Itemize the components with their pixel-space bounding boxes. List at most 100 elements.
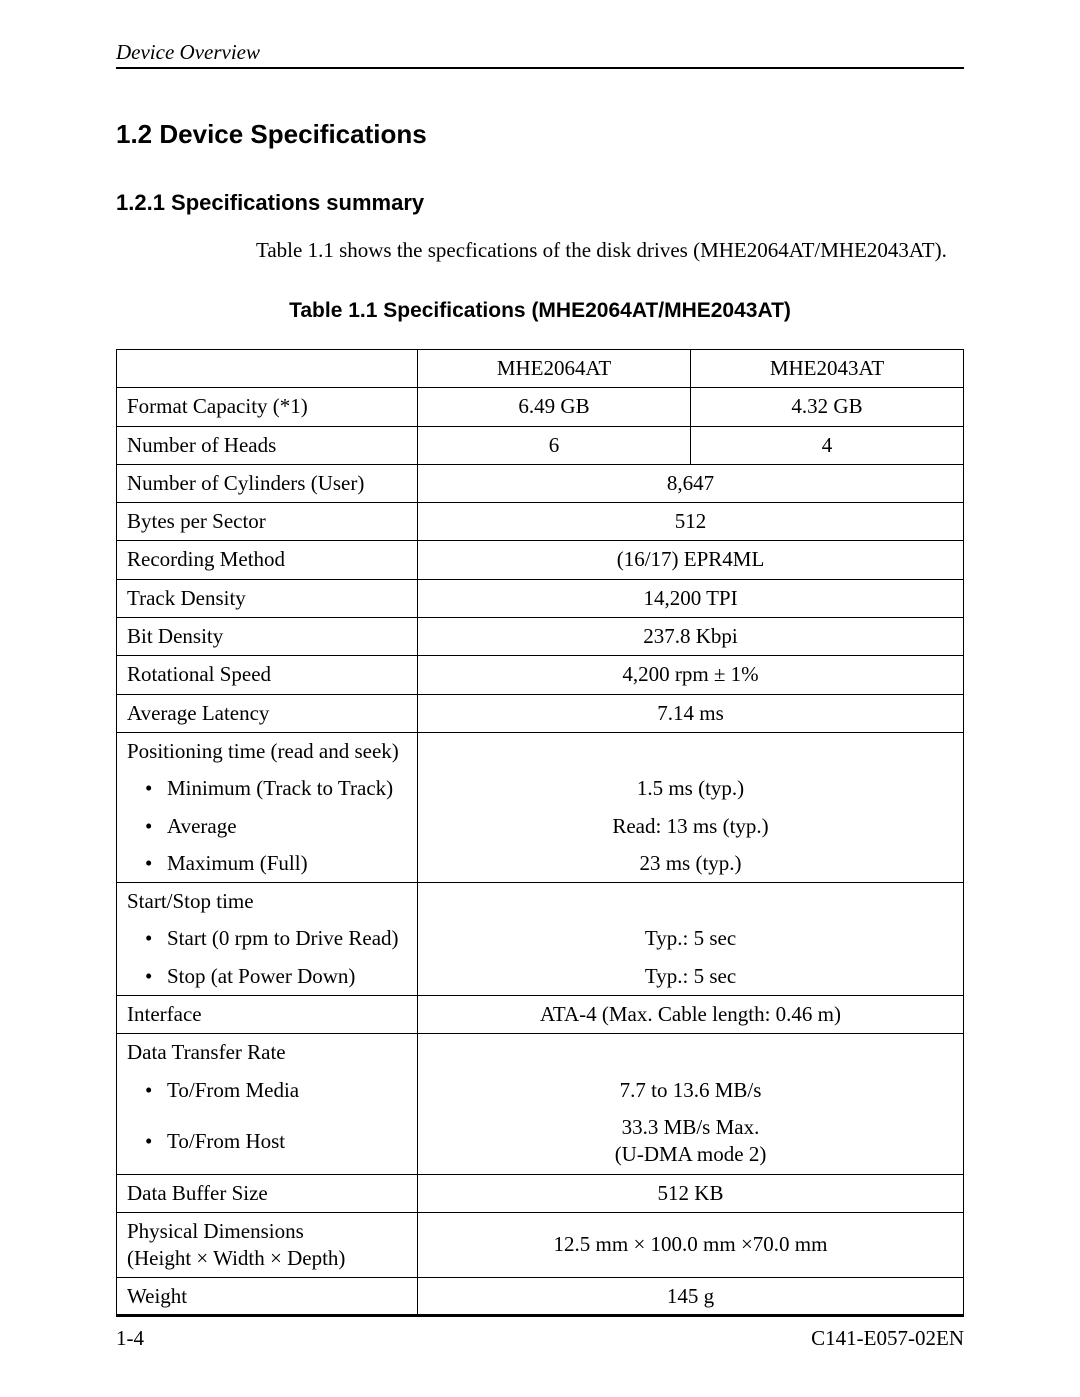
subsection-heading: 1.2.1 Specifications summary: [116, 190, 964, 216]
table-row: Track Density 14,200 TPI: [117, 579, 964, 617]
col-header-blank: [117, 350, 418, 388]
bullet-icon: •: [145, 775, 167, 802]
doc-id: C141-E057-02EN: [811, 1326, 964, 1351]
table-row: •Maximum (Full) 23 ms (typ.): [117, 845, 964, 883]
bottom-rule: [116, 1314, 964, 1316]
table-row: Format Capacity (*1) 6.49 GB 4.32 GB: [117, 388, 964, 426]
cell-value: 8,647: [418, 464, 964, 502]
row-label: •Minimum (Track to Track): [117, 770, 418, 807]
spec-table: MHE2064AT MHE2043AT Format Capacity (*1)…: [116, 349, 964, 1317]
table-header-row: MHE2064AT MHE2043AT: [117, 350, 964, 388]
table-row: Weight 145 g: [117, 1278, 964, 1316]
page-number: 1-4: [116, 1326, 144, 1351]
row-label: •Start (0 rpm to Drive Read): [117, 920, 418, 957]
row-label: Start/Stop time: [117, 883, 418, 921]
row-sublabel: To/From Host: [167, 1128, 285, 1155]
table-row: •Average Read: 13 ms (typ.): [117, 808, 964, 845]
table-row: Positioning time (read and seek): [117, 732, 964, 770]
row-sublabel: Start (0 rpm to Drive Read): [167, 925, 399, 952]
table-row: Average Latency 7.14 ms: [117, 694, 964, 732]
row-sublabel: Maximum (Full): [167, 850, 308, 877]
table-row: Data Transfer Rate: [117, 1034, 964, 1072]
row-label: Physical Dimensions (Height × Width × De…: [117, 1212, 418, 1278]
table-row: Number of Cylinders (User) 8,647: [117, 464, 964, 502]
table-row: Bytes per Sector 512: [117, 503, 964, 541]
cell-value: 12.5 mm × 100.0 mm ×70.0 mm: [418, 1212, 964, 1278]
row-label: •Stop (at Power Down): [117, 958, 418, 996]
cell-value: Typ.: 5 sec: [418, 958, 964, 996]
table-row: •Start (0 rpm to Drive Read) Typ.: 5 sec: [117, 920, 964, 957]
cell-value: 33.3 MB/s Max. (U-DMA mode 2): [418, 1109, 964, 1174]
bullet-icon: •: [145, 1128, 167, 1155]
cell-value: 4.32 GB: [691, 388, 964, 426]
top-rule: [116, 67, 964, 69]
intro-paragraph: Table 1.1 shows the specfications of the…: [116, 238, 964, 263]
row-label: •To/From Host: [117, 1109, 418, 1174]
row-label: Weight: [117, 1278, 418, 1316]
row-label: Data Transfer Rate: [117, 1034, 418, 1072]
col-header-model-b: MHE2043AT: [691, 350, 964, 388]
row-label: Average Latency: [117, 694, 418, 732]
row-sublabel: Stop (at Power Down): [167, 963, 355, 990]
row-label: •Average: [117, 808, 418, 845]
cell-value: [418, 1034, 964, 1072]
row-label: •Maximum (Full): [117, 845, 418, 883]
table-row: •Stop (at Power Down) Typ.: 5 sec: [117, 958, 964, 996]
row-label: Data Buffer Size: [117, 1174, 418, 1212]
bullet-icon: •: [145, 1077, 167, 1104]
bullet-icon: •: [145, 963, 167, 990]
row-sublabel: To/From Media: [167, 1077, 299, 1104]
cell-value: 6: [418, 426, 691, 464]
table-row: Start/Stop time: [117, 883, 964, 921]
cell-value: Typ.: 5 sec: [418, 920, 964, 957]
cell-value: 7.14 ms: [418, 694, 964, 732]
row-label: Recording Method: [117, 541, 418, 579]
table-row: •To/From Host 33.3 MB/s Max. (U-DMA mode…: [117, 1109, 964, 1174]
cell-value: [418, 732, 964, 770]
cell-value: 512 KB: [418, 1174, 964, 1212]
table-row: Interface ATA-4 (Max. Cable length: 0.46…: [117, 996, 964, 1034]
row-label: Positioning time (read and seek): [117, 732, 418, 770]
row-label: Track Density: [117, 579, 418, 617]
row-label: Format Capacity (*1): [117, 388, 418, 426]
row-label: Bytes per Sector: [117, 503, 418, 541]
cell-value: 145 g: [418, 1278, 964, 1316]
row-label: Number of Cylinders (User): [117, 464, 418, 502]
row-label: •To/From Media: [117, 1072, 418, 1109]
col-header-model-a: MHE2064AT: [418, 350, 691, 388]
table-row: Rotational Speed 4,200 rpm ± 1%: [117, 656, 964, 694]
table-row: Number of Heads 6 4: [117, 426, 964, 464]
section-heading: 1.2 Device Specifications: [116, 119, 964, 150]
row-sublabel: Minimum (Track to Track): [167, 775, 393, 802]
cell-value: (16/17) EPR4ML: [418, 541, 964, 579]
cell-value: ATA-4 (Max. Cable length: 0.46 m): [418, 996, 964, 1034]
cell-value: 512: [418, 503, 964, 541]
cell-value: 7.7 to 13.6 MB/s: [418, 1072, 964, 1109]
cell-value: 237.8 Kbpi: [418, 618, 964, 656]
table-caption: Table 1.1 Specifications (MHE2064AT/MHE2…: [116, 299, 964, 323]
row-sublabel: Average: [167, 813, 237, 840]
cell-value: Read: 13 ms (typ.): [418, 808, 964, 845]
cell-value: [418, 883, 964, 921]
bullet-icon: •: [145, 850, 167, 877]
cell-value: 23 ms (typ.): [418, 845, 964, 883]
row-label: Bit Density: [117, 618, 418, 656]
row-label: Interface: [117, 996, 418, 1034]
cell-value: 4: [691, 426, 964, 464]
table-row: Physical Dimensions (Height × Width × De…: [117, 1212, 964, 1278]
row-label: Rotational Speed: [117, 656, 418, 694]
bullet-icon: •: [145, 925, 167, 952]
table-row: •To/From Media 7.7 to 13.6 MB/s: [117, 1072, 964, 1109]
table-row: Bit Density 237.8 Kbpi: [117, 618, 964, 656]
row-label: Number of Heads: [117, 426, 418, 464]
bullet-icon: •: [145, 813, 167, 840]
running-header: Device Overview: [116, 40, 964, 65]
table-row: •Minimum (Track to Track) 1.5 ms (typ.): [117, 770, 964, 807]
page-footer: 1-4 C141-E057-02EN: [116, 1314, 964, 1351]
table-row: Recording Method (16/17) EPR4ML: [117, 541, 964, 579]
cell-value: 14,200 TPI: [418, 579, 964, 617]
cell-value: 4,200 rpm ± 1%: [418, 656, 964, 694]
cell-value: 1.5 ms (typ.): [418, 770, 964, 807]
table-row: Data Buffer Size 512 KB: [117, 1174, 964, 1212]
cell-value: 6.49 GB: [418, 388, 691, 426]
